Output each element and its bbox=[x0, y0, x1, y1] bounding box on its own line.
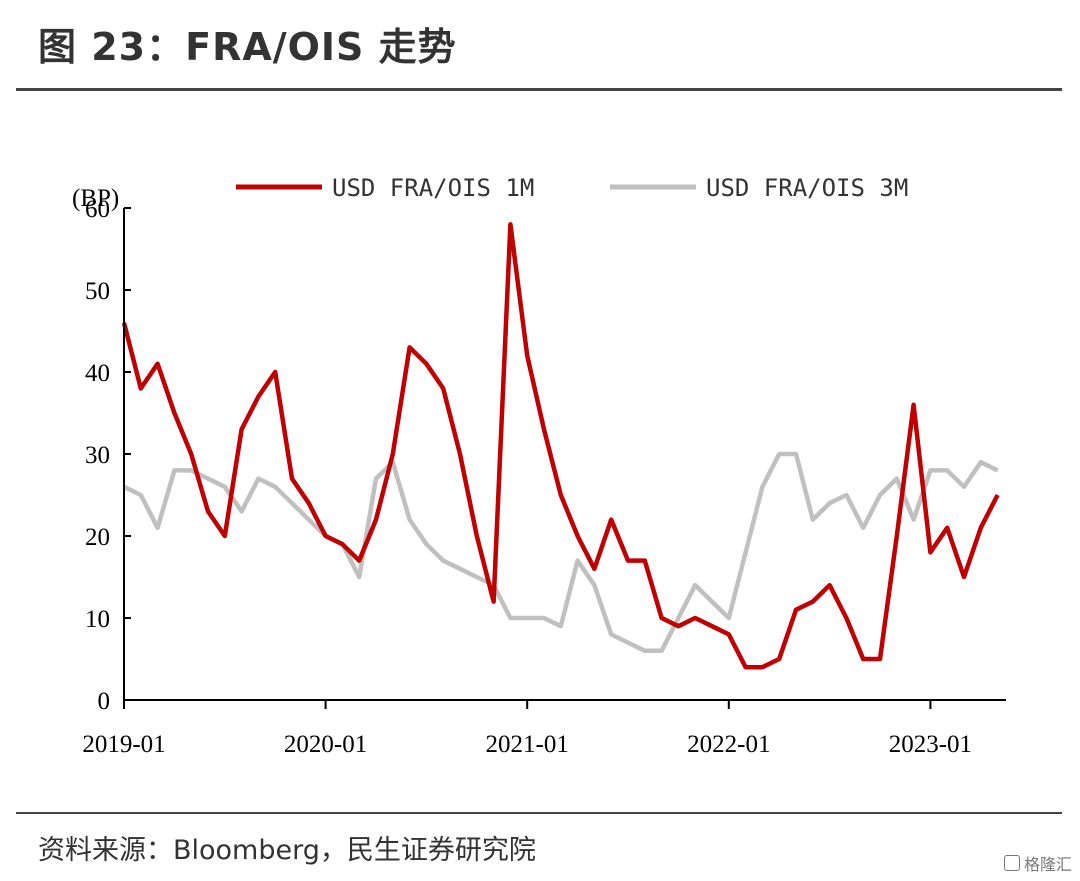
source-note: 资料来源：Bloomberg，民生证券研究院 bbox=[38, 835, 536, 866]
axes-layer: 0 10 20 30 40 50 60(BP) 2019-01 2020-01 2021-01 20… bbox=[72, 185, 1006, 758]
legend-label-3m: USD FRA/OIS 3M bbox=[706, 174, 908, 202]
bottom-divider bbox=[16, 812, 1062, 814]
y-tick-label: 40 bbox=[85, 360, 110, 387]
legend-label-1m: USD FRA/OIS 1M bbox=[332, 174, 534, 202]
y-tick-label: 60 bbox=[85, 196, 110, 223]
y-tick-label: 20 bbox=[85, 524, 110, 551]
watermark-text: 格隆汇 bbox=[1023, 855, 1072, 874]
series-line-1m bbox=[121, 222, 1000, 670]
y-tick-label: 50 bbox=[85, 278, 110, 305]
x-tick-label: 2021-01 bbox=[486, 731, 569, 758]
x-tick-label: 2022-01 bbox=[687, 731, 770, 758]
y-tick-label: 10 bbox=[85, 606, 110, 633]
legend: USD FRA/OIS 1M USD FRA/OIS 3M bbox=[236, 174, 908, 202]
chart-title: 图 23：FRA/OIS 走势 bbox=[38, 25, 457, 69]
y-tick-label: 0 bbox=[98, 688, 111, 715]
y-axis-unit: (BP) bbox=[72, 185, 119, 212]
logo-icon bbox=[1003, 855, 1020, 871]
top-divider bbox=[16, 88, 1062, 91]
series-line-3m bbox=[123, 451, 999, 654]
x-tick-label: 2019-01 bbox=[82, 731, 165, 758]
x-tick-label: 2023-01 bbox=[889, 731, 972, 758]
chart-area: USD FRA/OIS 1M USD FRA/OIS 3M 0 10 20 30 40 50… bbox=[72, 174, 1006, 758]
watermark: 格隆汇 bbox=[1003, 851, 1072, 875]
x-tick-label: 2020-01 bbox=[284, 731, 367, 758]
y-tick-label: 30 bbox=[85, 442, 110, 469]
series-layer bbox=[121, 222, 1000, 670]
